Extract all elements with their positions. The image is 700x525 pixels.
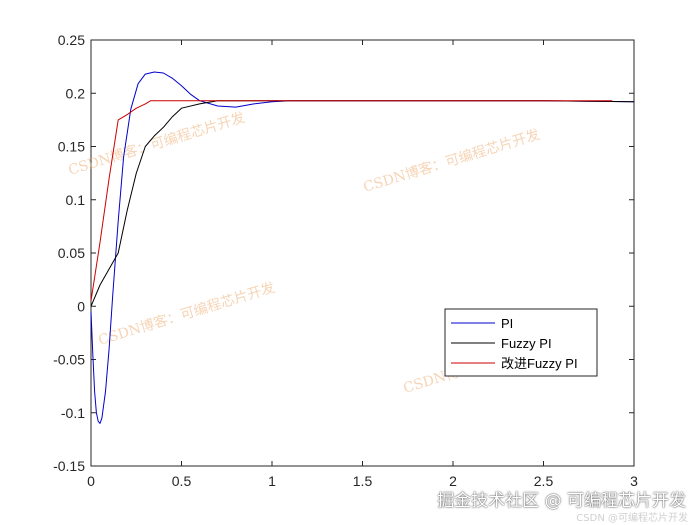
series-line-0 [90, 71, 635, 424]
y-tick-label: 0.05 [58, 245, 85, 261]
x-tick-label: 0 [87, 473, 95, 489]
series-layer [90, 71, 635, 424]
x-tick-label: 2.5 [534, 473, 554, 489]
legend: PI Fuzzy PI 改进Fuzzy PI [444, 308, 598, 377]
y-tick-label: 0.25 [58, 32, 85, 48]
x-tick-label: 3 [630, 473, 638, 489]
y-tick-label: 0 [77, 298, 85, 314]
y-tick-label: -0.05 [53, 352, 85, 368]
plot-area [90, 39, 635, 467]
axis-ticks: 0 0.5 1 1.5 2 2.5 3 -0.15 -0.1 -0.05 0 0.05 0.1 0.15 0… [53, 32, 638, 489]
footer-watermark: 掘金技术社区 @ 可编程芯片开发 [437, 491, 686, 511]
y-tick-label: 0.15 [58, 139, 85, 155]
y-tick-label: 0.1 [66, 192, 86, 208]
footer-source-credit: CSDN @可编程芯片开发 [576, 513, 688, 524]
y-tick-label: -0.15 [53, 458, 85, 474]
x-tick-label: 1 [268, 473, 276, 489]
x-tick-label: 2 [449, 473, 457, 489]
x-tick-label: 1.5 [353, 473, 373, 489]
legend-label-1: Fuzzy PI [501, 336, 552, 351]
legend-label-2: 改进Fuzzy PI [501, 356, 578, 371]
y-tick-label: 0.2 [66, 85, 86, 101]
y-tick-label: -0.1 [61, 405, 85, 421]
series-line-2 [90, 100, 613, 301]
legend-label-0: PI [501, 316, 513, 331]
x-tick-label: 0.5 [172, 473, 192, 489]
